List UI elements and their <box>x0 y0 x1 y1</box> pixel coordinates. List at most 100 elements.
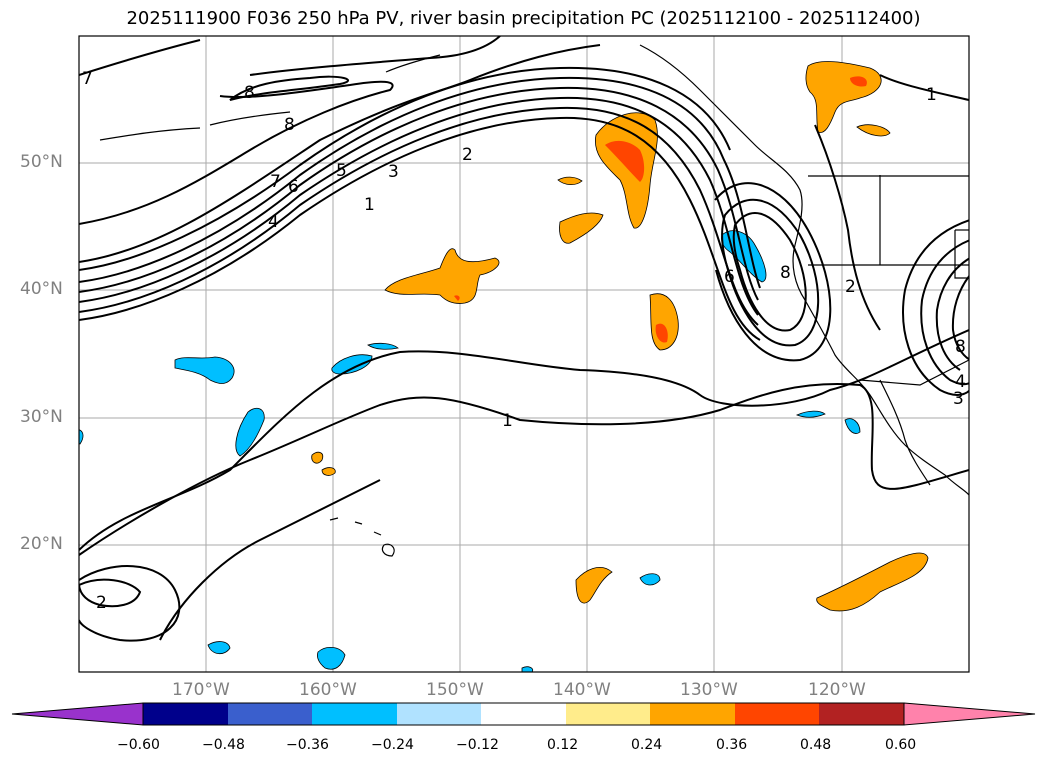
coastline <box>385 54 441 73</box>
colorbar-segment <box>566 703 650 725</box>
colorbar-frame <box>142 702 905 726</box>
pv-contour <box>79 66 731 271</box>
contour-label: 2 <box>462 145 473 165</box>
border <box>954 230 969 279</box>
contour-label: 2 <box>96 593 107 613</box>
colorbar-tick-label: −0.12 <box>456 737 499 753</box>
precip-blob <box>557 176 583 186</box>
lat-label: 50°N <box>20 152 63 172</box>
precip-core <box>454 295 460 301</box>
contour-label: 1 <box>502 411 513 431</box>
precip-blob <box>331 354 373 375</box>
colorbar-segment <box>819 703 904 725</box>
colorbar-tick-label: 0.60 <box>885 737 917 753</box>
contour-label: 8 <box>244 83 255 103</box>
precip-blob <box>174 356 235 384</box>
precip-blob <box>79 429 84 445</box>
colorbar-segment <box>143 703 228 725</box>
colorbar-tick-label: 0.24 <box>631 737 663 753</box>
precip-blob <box>207 641 231 655</box>
pv-contour <box>79 80 394 225</box>
colorbar-tick-label: −0.24 <box>371 737 414 753</box>
contour-label: 5 <box>336 161 347 181</box>
precip-blob <box>639 573 661 586</box>
colorbar-tick-label: −0.60 <box>117 737 160 753</box>
pv-contour <box>229 75 349 101</box>
pv-contour <box>721 198 820 347</box>
colorbar <box>11 702 1036 726</box>
border <box>859 359 969 386</box>
pv-contour <box>79 44 601 263</box>
colorbar-segment <box>312 703 397 725</box>
pv-contour <box>951 274 969 361</box>
precip-core <box>655 323 668 343</box>
colorbar-tick-label: −0.36 <box>286 737 329 753</box>
precip-blob <box>311 451 324 464</box>
lon-label: 150°W <box>426 680 484 700</box>
pv-contour <box>79 39 201 76</box>
pv-contour <box>79 106 759 326</box>
pv-contour <box>79 116 761 341</box>
contour-label: 3 <box>388 162 399 182</box>
coastline <box>329 517 395 557</box>
colorbar-segment <box>481 703 566 725</box>
lon-label: 120°W <box>808 680 866 700</box>
precip-core <box>605 140 645 182</box>
colorbar-segment <box>735 703 819 725</box>
contour-label: 8 <box>955 337 966 357</box>
contour-label: 7 <box>82 69 93 89</box>
gridlines <box>79 36 969 672</box>
contour-label: 1 <box>364 195 375 215</box>
contour-labels: 7 8 8 7 6 5 4 3 2 1 1 6 8 2 1 2 8 4 3 <box>82 69 966 613</box>
pv-contour <box>79 565 181 642</box>
colorbar-tick-label: −0.48 <box>202 737 245 753</box>
pv-contour <box>79 96 759 316</box>
lon-label: 160°W <box>299 680 357 700</box>
lon-label: 140°W <box>553 680 611 700</box>
colorbar-tick-label: 0.36 <box>716 737 748 753</box>
precip-core <box>850 76 867 87</box>
precip-blob <box>816 552 929 612</box>
colorbar-extend-high <box>903 702 1036 726</box>
precip-blob <box>367 342 399 350</box>
coastline <box>99 111 291 141</box>
contour-label: 3 <box>953 389 964 409</box>
map-title: 2025111900 F036 250 hPa PV, river basin … <box>126 8 921 29</box>
lon-label: 130°W <box>680 680 738 700</box>
pv-contour <box>79 578 142 608</box>
colorbar-extend-low <box>11 702 144 726</box>
precip-blob <box>844 418 861 434</box>
precip-blob <box>805 61 882 133</box>
pv-contour <box>902 219 969 396</box>
contour-label: 8 <box>780 263 791 283</box>
pv-contour <box>159 479 381 641</box>
coastlines <box>99 44 969 557</box>
precip-blob <box>559 212 604 244</box>
contour-label: 6 <box>724 267 735 287</box>
lat-label: 40°N <box>20 279 63 299</box>
coastline <box>879 379 931 486</box>
pv-contour <box>879 74 969 101</box>
pv-contour <box>732 212 807 332</box>
colorbar-tick-label: 0.12 <box>547 737 579 753</box>
pv-contour <box>814 124 881 331</box>
contour-label: 4 <box>268 212 279 232</box>
lat-label: 20°N <box>20 534 63 554</box>
pv-contours <box>79 36 969 642</box>
lat-label: 30°N <box>20 407 63 427</box>
pv-contour <box>79 383 969 556</box>
contour-label: 6 <box>288 177 299 197</box>
precip-blob <box>795 410 826 418</box>
precip-blob <box>856 124 891 137</box>
colorbar-segment <box>397 703 481 725</box>
contour-label: 8 <box>284 115 295 135</box>
contour-label: 2 <box>845 277 856 297</box>
precip-blob <box>317 647 346 670</box>
precip-blob <box>235 407 265 457</box>
colorbar-segment <box>650 703 735 725</box>
pv-contour <box>920 239 969 386</box>
contour-label: 7 <box>270 172 281 192</box>
precip-blob <box>384 248 500 304</box>
map-frame <box>78 35 970 673</box>
